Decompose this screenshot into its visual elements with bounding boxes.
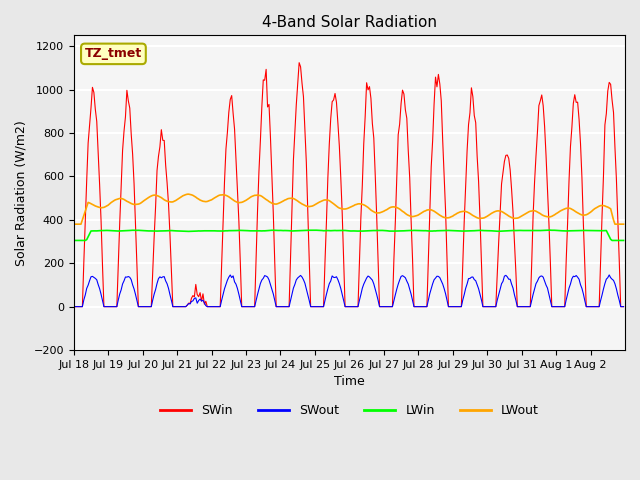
Legend: SWin, SWout, LWin, LWout: SWin, SWout, LWin, LWout	[155, 399, 544, 422]
Y-axis label: Solar Radiation (W/m2): Solar Radiation (W/m2)	[15, 120, 28, 265]
Title: 4-Band Solar Radiation: 4-Band Solar Radiation	[262, 15, 437, 30]
X-axis label: Time: Time	[334, 375, 365, 388]
Text: TZ_tmet: TZ_tmet	[85, 48, 142, 60]
